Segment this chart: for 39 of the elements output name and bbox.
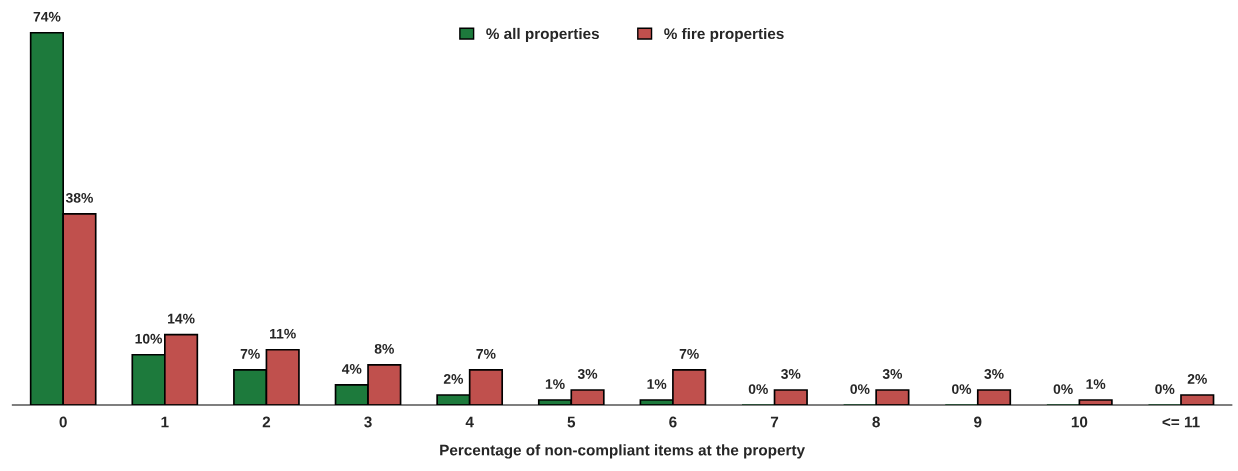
data-label: 4% (341, 364, 362, 374)
data-label: 1% (1086, 379, 1106, 389)
x-tick-label: 1 (161, 416, 169, 428)
x-tick-label: <= 11 (1162, 416, 1200, 428)
data-label: 7% (240, 348, 260, 359)
data-label: 2% (443, 374, 464, 384)
data-label: 0% (952, 384, 972, 394)
data-label: 0% (1155, 384, 1175, 394)
x-tick-label: 6 (669, 416, 677, 428)
data-label: 74% (33, 11, 61, 22)
x-tick-label: 0 (59, 416, 67, 428)
x-axis-title: Percentage of non-compliant items at the property (440, 444, 805, 459)
data-label: 2% (1187, 374, 1207, 384)
legend-label: % fire properties (664, 27, 784, 43)
data-label: 3% (984, 369, 1004, 379)
data-label: 0% (1053, 384, 1073, 394)
data-label: 14% (168, 313, 195, 324)
x-tick-label: 2 (262, 416, 271, 428)
data-label: 0% (850, 384, 870, 394)
data-label: 3% (781, 369, 801, 379)
data-label: 7% (476, 348, 496, 359)
data-label: 0% (748, 384, 768, 394)
data-label: 7% (679, 348, 699, 359)
data-label: 8% (374, 343, 394, 354)
data-label: 1% (545, 379, 565, 389)
x-tick-label: 9 (974, 416, 982, 428)
data-label: 1% (647, 379, 667, 389)
data-label: 11% (270, 328, 296, 339)
x-tick-label: 5 (567, 416, 576, 428)
data-label: 3% (577, 369, 598, 379)
x-tick-label: 4 (465, 416, 474, 428)
x-tick-label: 10 (1071, 416, 1088, 428)
data-label: 3% (882, 369, 903, 379)
data-label: 10% (135, 333, 163, 344)
x-tick-label: 7 (770, 416, 779, 428)
legend-label: % all properties (486, 27, 599, 43)
x-tick-label: 3 (364, 416, 372, 428)
data-label: 38% (65, 192, 93, 203)
x-tick-label: 8 (872, 416, 880, 428)
